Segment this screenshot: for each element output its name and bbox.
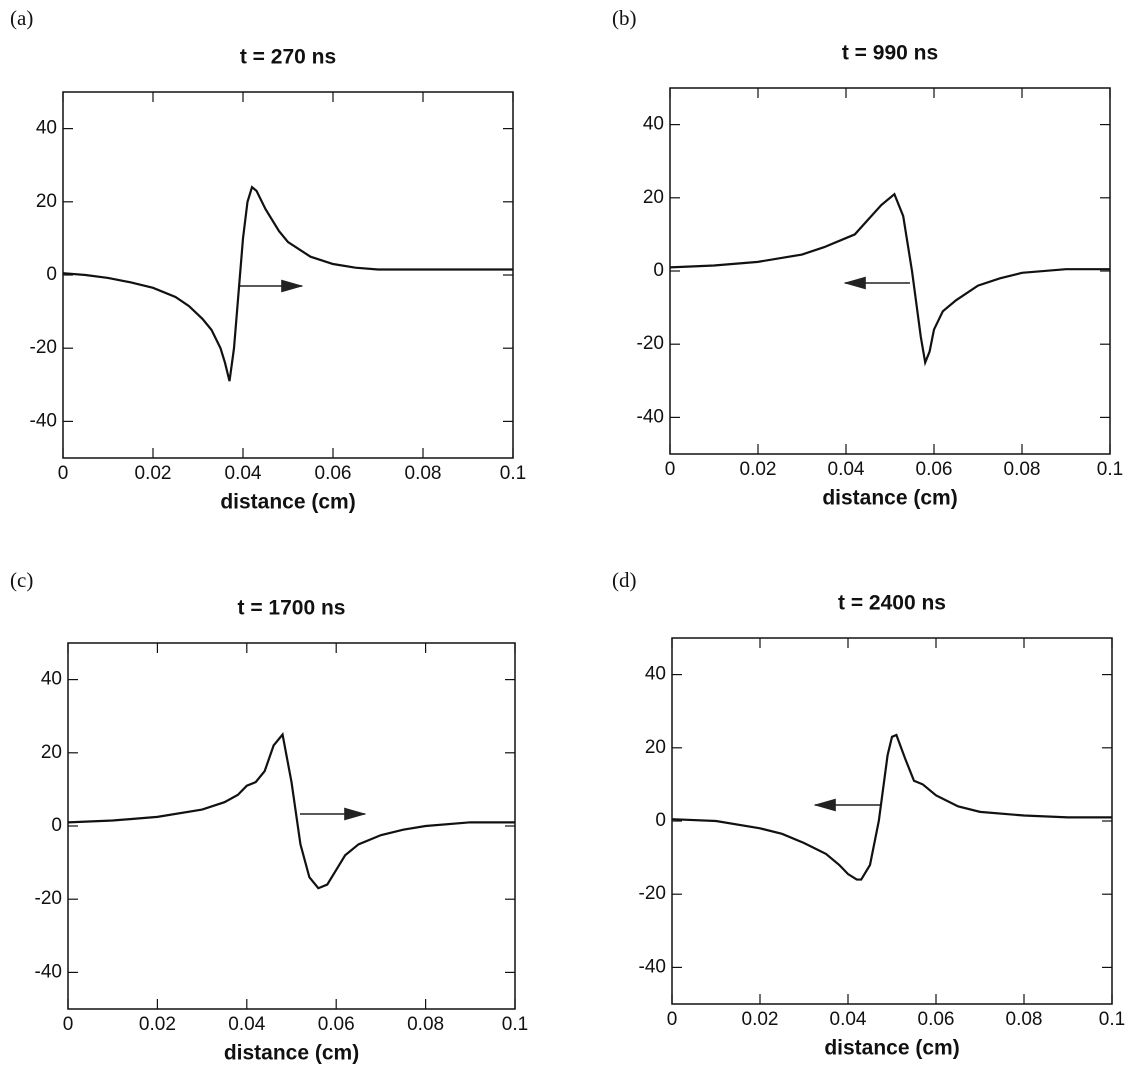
x-tick-label: 0.08 [407,1014,444,1035]
plot-frame [671,637,1113,1005]
y-tick-label: -40 [30,410,57,431]
x-axis-label: distance (cm) [824,1037,959,1060]
x-tick-label: 0.1 [1097,459,1123,480]
y-tick-label: 40 [645,664,666,685]
y-tick-label: 0 [655,810,666,831]
data-line [62,185,513,382]
data-line [671,733,1112,881]
x-tick-label: 0 [665,459,676,480]
y-tick-label: 40 [41,669,62,690]
plot-frame [62,91,514,459]
x-axis-label: distance (cm) [220,491,355,514]
data-line [669,192,1110,367]
panel-label: (c) [10,568,33,592]
y-tick-label: -40 [35,961,62,982]
x-tick-label: 0 [667,1009,678,1030]
x-axis-label: distance (cm) [224,1042,359,1065]
x-tick-label: 0.06 [918,1009,955,1030]
x-tick-label: 0.04 [228,1014,265,1035]
x-tick-label: 0.08 [1004,459,1041,480]
x-tick-label: 0.04 [830,1009,867,1030]
chart-title: t = 2400 ns [838,592,946,615]
chart-title: t = 990 ns [842,42,938,65]
y-tick-label: -40 [637,406,664,427]
plot-frame [67,642,516,1010]
chart-title: t = 1700 ns [238,597,346,620]
y-tick-label: 20 [645,737,666,758]
x-tick-label: 0 [63,1014,74,1035]
x-tick-label: 0.04 [828,459,865,480]
y-tick-label: 0 [653,260,664,281]
x-tick-label: 0.06 [318,1014,355,1035]
x-tick-label: 0.08 [1006,1009,1043,1030]
y-tick-label: 0 [46,264,57,285]
x-tick-label: 0.02 [742,1009,779,1030]
y-tick-label: 20 [41,742,62,763]
y-tick-label: 20 [643,187,664,208]
x-tick-label: 0.08 [405,463,442,484]
x-tick-label: 0.1 [500,463,526,484]
panel-label: (d) [612,568,637,592]
x-tick-label: 0.06 [315,463,352,484]
x-tick-label: 0 [58,463,69,484]
y-tick-label: 40 [643,114,664,135]
y-tick-label: 0 [51,815,62,836]
x-tick-label: 0.02 [139,1014,176,1035]
y-tick-label: -40 [639,956,666,977]
x-tick-label: 0.02 [740,459,777,480]
panel-label: (a) [10,6,33,30]
y-tick-label: 20 [36,191,57,212]
x-axis-label: distance (cm) [822,487,957,510]
x-tick-label: 0.06 [916,459,953,480]
y-tick-label: -20 [35,888,62,909]
y-tick-label: -20 [30,337,57,358]
x-tick-label: 0.04 [225,463,262,484]
x-tick-label: 0.02 [135,463,172,484]
y-tick-label: -20 [637,333,664,354]
x-tick-label: 0.1 [1099,1009,1125,1030]
y-tick-label: -20 [639,883,666,904]
x-tick-label: 0.1 [502,1014,528,1035]
data-line [67,731,515,890]
panel-label: (b) [612,6,637,30]
chart-title: t = 270 ns [240,46,336,69]
y-tick-label: 40 [36,118,57,139]
